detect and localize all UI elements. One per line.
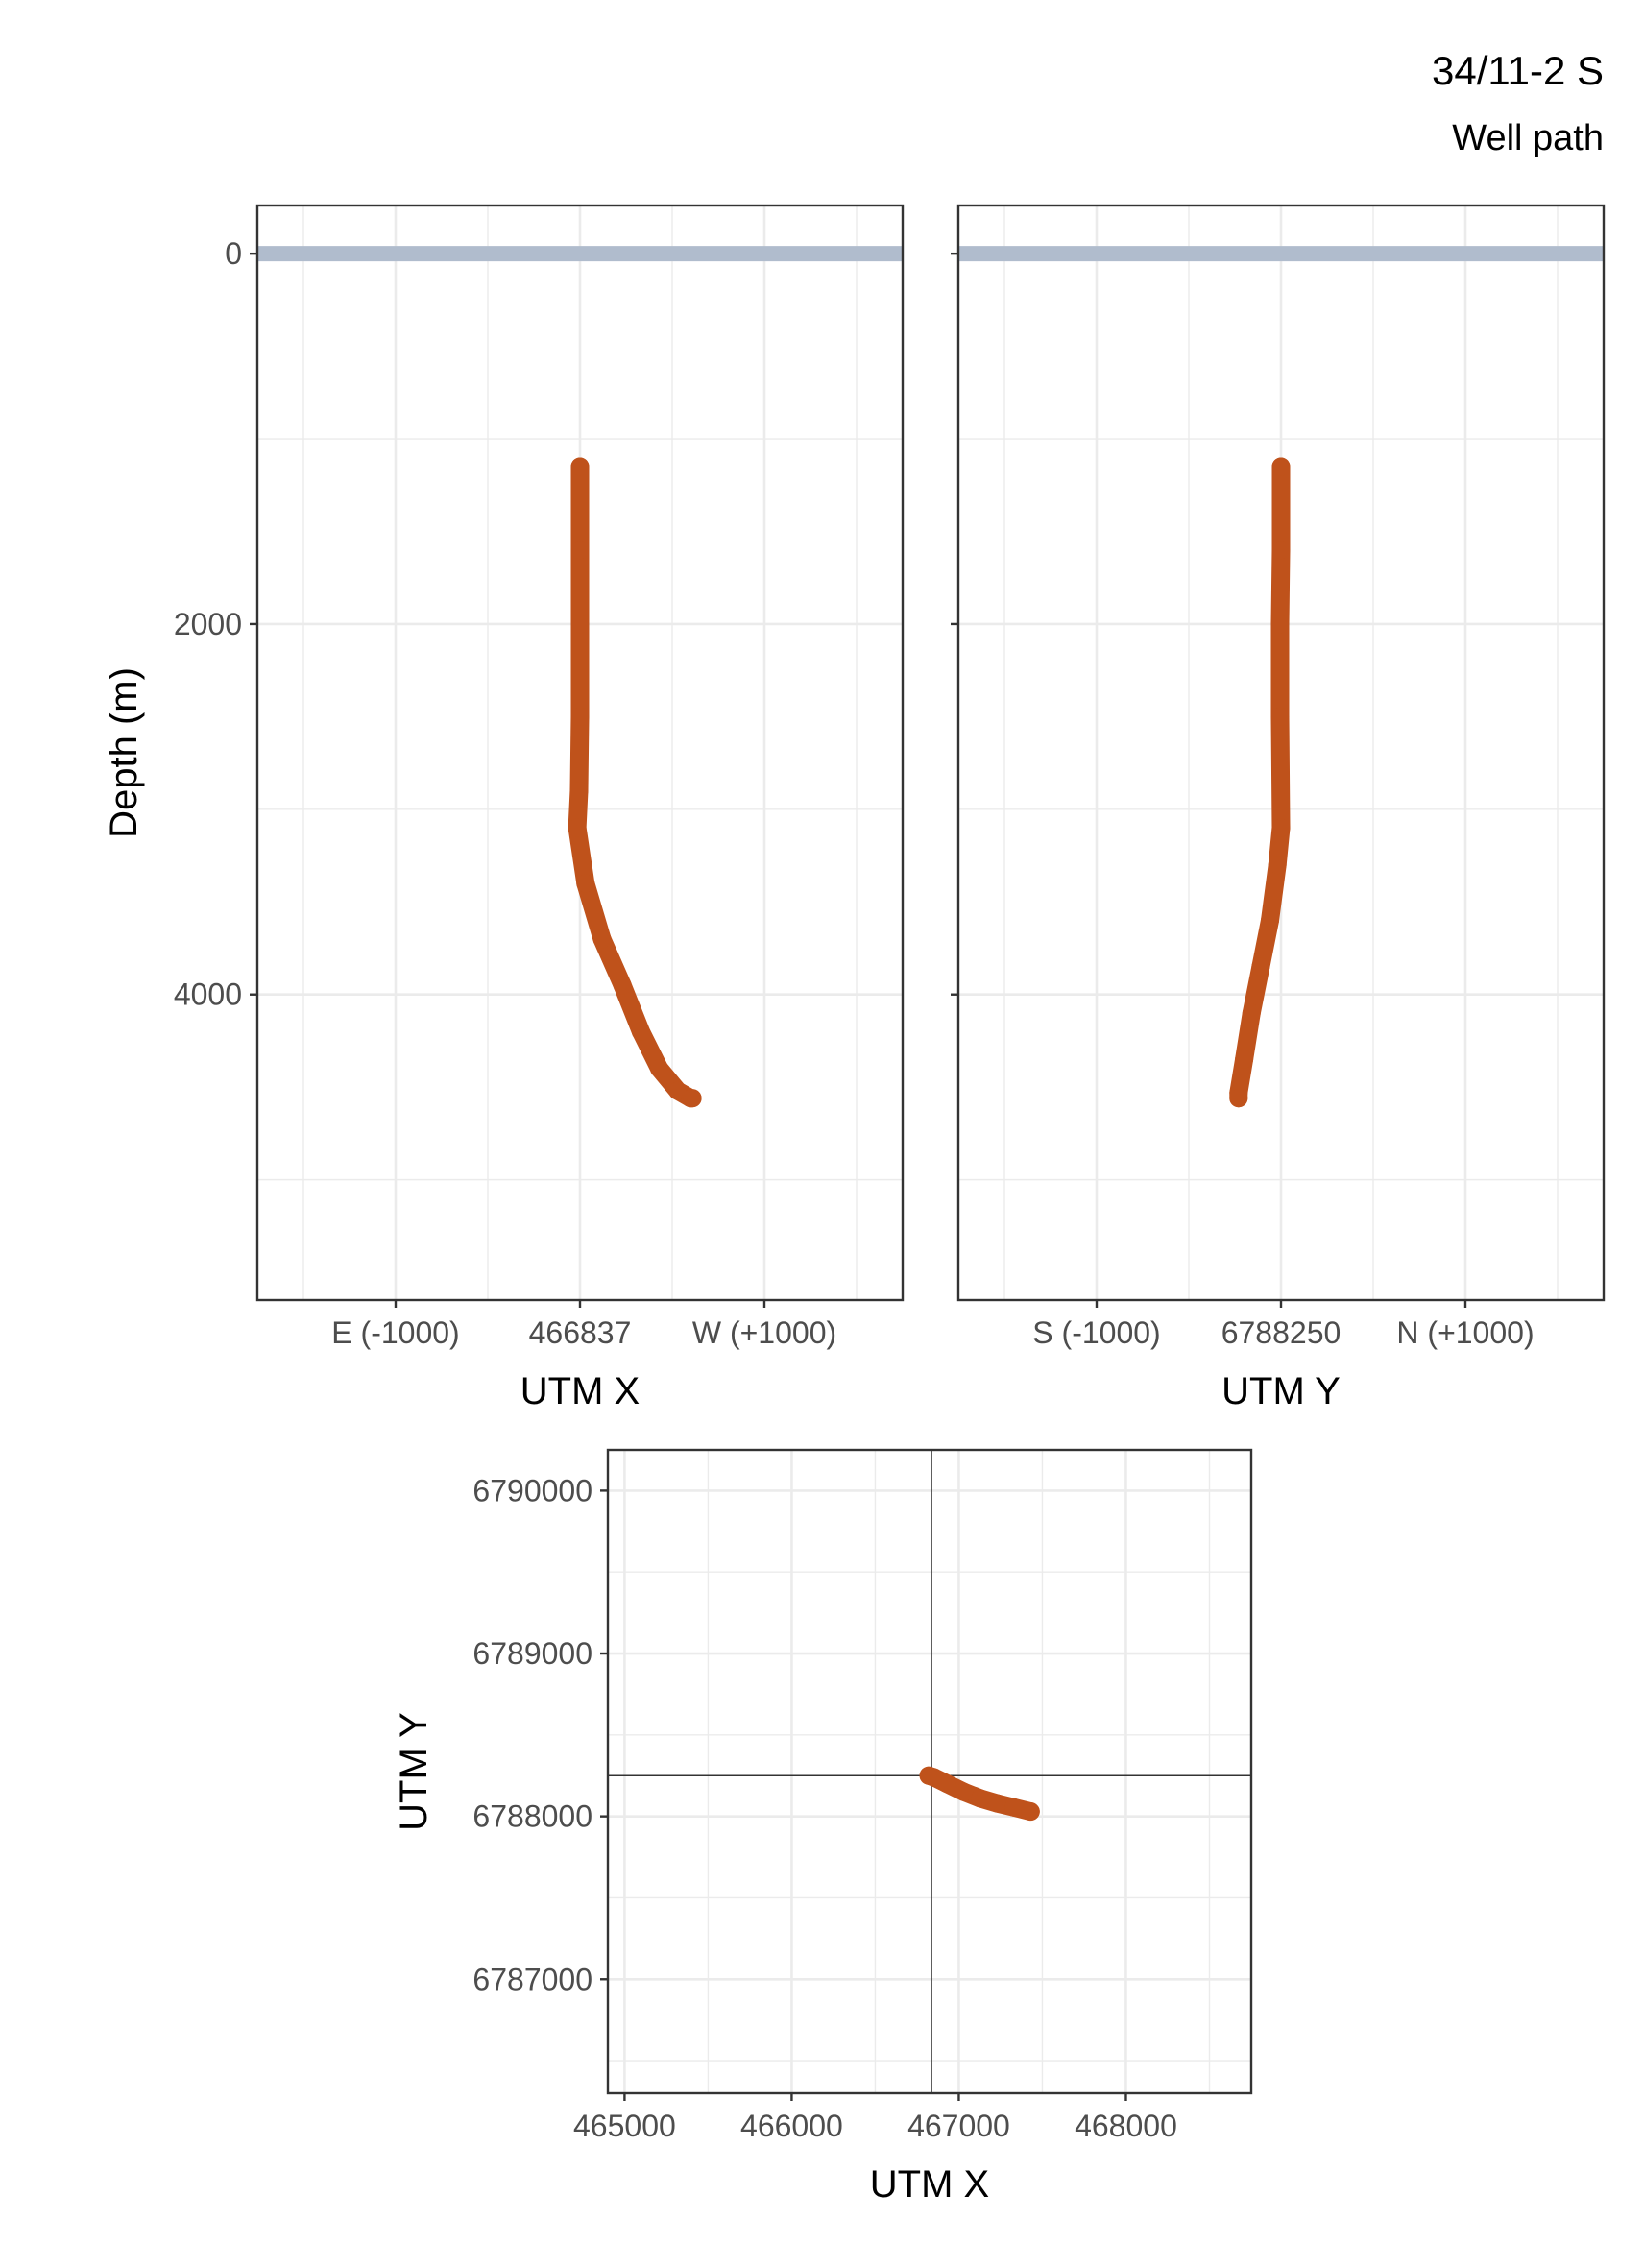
well-path-point: [1242, 1003, 1261, 1023]
well-path-point: [570, 541, 590, 560]
well-path-point: [1270, 707, 1290, 726]
well-path-point: [1271, 818, 1291, 837]
well-path-point: [1271, 541, 1291, 560]
x-tick-label: 468000: [1075, 2109, 1177, 2143]
well-path-point: [569, 782, 589, 801]
well-path-point: [570, 457, 590, 476]
panel-map-view: 465000 466000 467000 468000 6787000 6788000 67…: [393, 1448, 1253, 2206]
y-tick-label: 0: [225, 236, 242, 271]
y-tick-label: 2000: [174, 607, 242, 641]
well-path-point: [1235, 1050, 1254, 1069]
x-tick-label: N (+1000): [1396, 1315, 1534, 1350]
well-path-line: [1229, 457, 1291, 1108]
panel-depth-vs-utm-x: E (-1000) 466837 W (+1000) 0 2000 4000 UTM X De…: [103, 204, 905, 1412]
well-path-point: [650, 1059, 669, 1078]
y-axis-title: Depth (m): [103, 667, 145, 838]
x-axis-title: UTM Y: [1221, 1370, 1341, 1412]
well-path-point: [570, 615, 590, 634]
x-axis-title: UTM X: [870, 2163, 989, 2206]
x-tick-label: W (+1000): [692, 1315, 836, 1350]
well-path-point: [576, 874, 595, 893]
well-path-point: [1021, 1802, 1040, 1822]
y-tick-label: 4000: [174, 977, 242, 1012]
well-path-point: [971, 1789, 990, 1808]
well-path-point: [1268, 856, 1287, 875]
well-path-point: [987, 1794, 1006, 1813]
well-path-point: [613, 976, 632, 995]
x-tick-label: 467000: [907, 2109, 1010, 2143]
panel-depth-vs-utm-y: S (-1000) 6788250 N (+1000) UTM Y: [951, 204, 1606, 1412]
chart-title: 34/11-2 S: [1432, 48, 1604, 93]
well-path-point: [1229, 1089, 1248, 1108]
x-tick-label: 465000: [573, 2109, 676, 2143]
x-tick-label: 466000: [740, 2109, 843, 2143]
well-path-line: [568, 457, 702, 1108]
well-path-point: [1004, 1798, 1024, 1817]
y-tick-label: 6787000: [472, 1962, 592, 1996]
y-tick-label: 6789000: [472, 1636, 592, 1671]
well-path-point: [1271, 457, 1291, 476]
well-path-point: [592, 929, 612, 949]
y-axis-title: UTM Y: [393, 1712, 435, 1831]
x-tick-label: E (-1000): [331, 1315, 459, 1350]
well-path-point: [1251, 957, 1270, 977]
well-path-point: [568, 818, 587, 837]
well-path-point: [955, 1782, 974, 1801]
panel-border: [606, 1448, 1253, 2095]
well-path-point: [631, 1022, 650, 1041]
x-axis-title: UTM X: [520, 1370, 640, 1412]
well-path-point: [570, 707, 590, 726]
well-path-point: [683, 1089, 702, 1108]
x-tick-label: S (-1000): [1032, 1315, 1160, 1350]
well-path-point: [937, 1774, 956, 1794]
well-path-point: [1270, 615, 1290, 634]
x-tick-label: 466837: [529, 1315, 632, 1350]
y-tick-label: 6790000: [472, 1473, 592, 1508]
y-tick-label: 6788000: [472, 1799, 592, 1834]
chart-subtitle: Well path: [1452, 118, 1604, 158]
well-path-point: [1260, 911, 1279, 930]
x-tick-label: 6788250: [1221, 1315, 1342, 1350]
